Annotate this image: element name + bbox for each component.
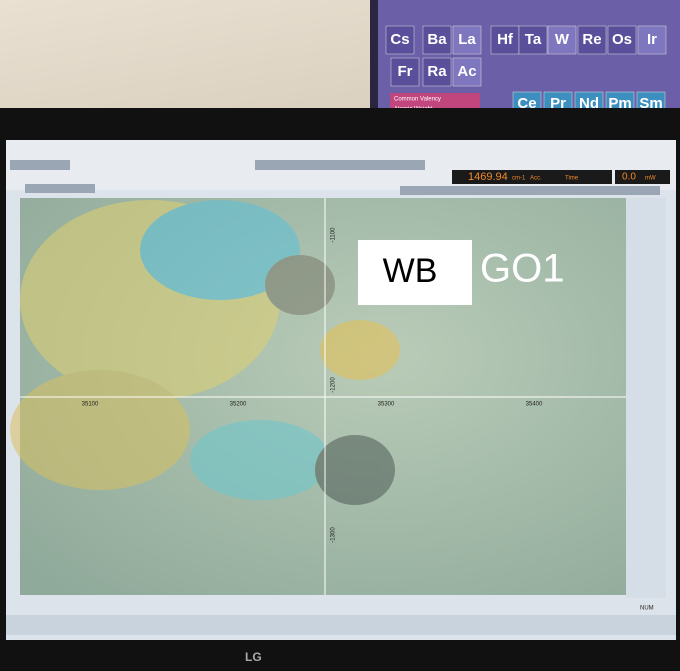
element-symbol: Ac: [457, 63, 476, 80]
acc-label: Acc.: [530, 176, 542, 182]
y-axis-label: -1300: [331, 527, 337, 543]
element-symbol: Pm: [608, 95, 631, 112]
label-box: [358, 240, 472, 305]
num-indicator: NUM: [640, 606, 654, 612]
element-cell: [452, 57, 482, 87]
element-symbol: Hf: [497, 31, 514, 48]
toolbar-icons: [10, 160, 660, 195]
readout-box: [452, 170, 612, 184]
power: 0.0: [622, 172, 636, 183]
wavenumber-unit: cm-1: [512, 176, 526, 182]
side-panel: [626, 198, 666, 598]
element-symbol: Nd: [579, 95, 599, 112]
x-axis-label: 35300: [378, 402, 395, 408]
element-symbol: Ra: [427, 63, 447, 80]
axis-labels: 35100 35200 35300 35400 -1100 -1200 -1300: [82, 227, 543, 543]
poster-elements: Cs Ba La Hf Ta W Re Os Ir Fr Ra Ac Ce Pr Nd Pm Sm Common …: [385, 25, 667, 117]
element-symbol: Ta: [525, 31, 542, 48]
element-symbol: Os: [612, 31, 632, 48]
interference-pattern: [10, 200, 400, 505]
element-symbol: Ce: [517, 95, 536, 112]
element-symbol: La: [458, 31, 476, 48]
element-cell: [452, 25, 482, 55]
power-unit: mW: [645, 176, 656, 182]
poster-legend: Common Valency: [394, 97, 441, 103]
x-axis-label: 35400: [526, 402, 543, 408]
x-axis-label: 35100: [82, 402, 99, 408]
element-cell: [637, 25, 667, 55]
element-cell: [422, 57, 452, 87]
element-symbol: Ir: [647, 31, 657, 48]
monitor-brand: LG: [245, 650, 262, 664]
element-cell: [490, 25, 520, 55]
element-cell: [518, 25, 548, 55]
element-cell: [577, 25, 607, 55]
x-axis-label: 35200: [230, 402, 247, 408]
taskbar: [6, 615, 676, 635]
annotation-label: WB: [383, 252, 438, 290]
element-symbol: Re: [582, 31, 601, 48]
y-axis-label: -1100: [331, 227, 337, 243]
element-cell: [422, 25, 452, 55]
element-symbol: Ba: [427, 31, 447, 48]
element-symbol: Cs: [390, 31, 409, 48]
wavenumber: 1469.94: [468, 171, 508, 183]
sample-name: GO1: [480, 247, 564, 291]
element-cell: [390, 57, 420, 87]
element-cell: [385, 25, 415, 55]
time-label: Time: [565, 176, 579, 182]
element-symbol: Pr: [550, 95, 566, 112]
power-box: [615, 170, 670, 184]
y-axis-label: -1200: [331, 377, 337, 393]
element-symbol: W: [555, 31, 570, 48]
element-symbol: Fr: [398, 63, 413, 80]
element-cell: [607, 25, 637, 55]
element-cell: [547, 25, 577, 55]
element-symbol: Sm: [639, 95, 662, 112]
